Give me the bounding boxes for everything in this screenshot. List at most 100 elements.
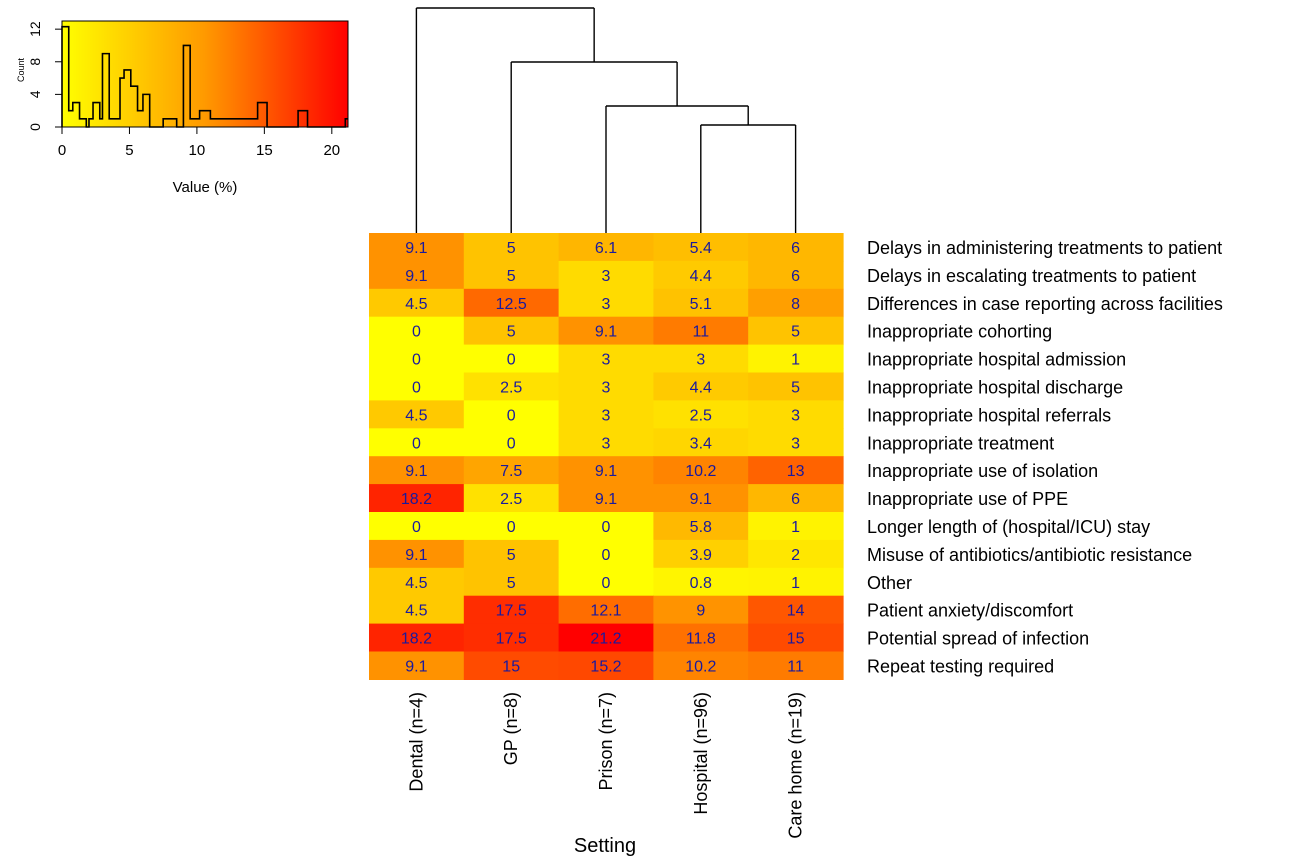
cell-value-label: 11 [787,658,804,675]
heatmap-cell [558,595,654,625]
heatmap-cell [653,651,749,680]
color-key-xlabel: Value (%) [173,179,238,196]
cell-value-label: 2.5 [500,491,522,508]
cell-value-label: 3.9 [690,547,712,564]
cell-value-label: 3 [602,268,611,285]
color-key: 0 5 10 15 20 Value (%) 0 4 8 12 Count [16,20,349,196]
row-label: Inappropriate hospital admission [867,350,1126,370]
heatmap-cell [369,651,465,680]
heatmap-cell [653,233,749,262]
cell-value-label: 5 [507,268,516,285]
cell-value-label: 3 [791,435,800,452]
heatmap-cell [369,400,465,429]
color-key-ylabel: Count [16,58,26,83]
heatmap-cell [748,539,844,569]
heatmap-cell [558,428,654,457]
heatmap-cell [653,372,749,401]
cell-value-label: 1 [791,575,800,592]
cell-value-label: 9.1 [595,491,617,508]
row-label: Inappropriate hospital discharge [867,377,1123,397]
cell-value-label: 2.5 [500,379,522,396]
cell-value-label: 5 [507,240,516,257]
heatmap-cell [369,260,465,290]
cell-value-label: 3 [791,407,800,424]
heatmap-cell [369,316,465,346]
heatmap-cell [463,344,560,374]
heatmap-cell [558,567,654,597]
cell-value-label: 9.1 [405,268,427,285]
heatmap-cell [463,288,560,318]
row-label: Inappropriate use of PPE [867,489,1068,509]
row-label: Inappropriate use of isolation [867,461,1098,481]
heatmap-cell [653,260,749,290]
cell-value-label: 0 [412,379,421,396]
cell-value-label: 12.1 [590,603,621,620]
heatmap-cell [369,539,465,569]
cell-value-label: 3 [602,352,611,369]
heatmap-cell [558,400,654,429]
cell-value-label: 15 [787,631,805,648]
heatmap-cell [369,428,465,457]
cell-value-label: 17.5 [496,603,527,620]
cell-value-label: 3 [602,379,611,396]
heatmap-cell [748,623,844,653]
cell-value-label: 9 [696,603,705,620]
heatmap-cell [558,233,654,262]
cell-value-label: 5 [507,575,516,592]
heatmap-cell [748,233,844,262]
cell-value-label: 4.5 [405,296,427,313]
row-label: Inappropriate cohorting [867,322,1052,342]
cell-value-label: 9.1 [405,547,427,564]
heatmap-cell [653,288,749,318]
cell-value-label: 11.8 [686,631,716,648]
heatmap-cell [463,400,560,429]
cell-value-label: 4.5 [405,407,427,424]
cell-value-label: 15.2 [590,658,621,675]
row-label: Differences in case reporting across fac… [867,294,1223,314]
cell-value-label: 9.1 [405,658,427,675]
heatmap-cell [369,623,465,653]
heatmap-cells: 9.1 5 6.1 5.4 69.1 5 3 4.4 64.5 12.5 3 5.1 80 5 9.1 11 5… [369,233,844,680]
heatmap-cell [463,567,560,597]
heatmap-cell [748,651,844,680]
heatmap-cell [653,344,749,374]
cell-value-label: 17.5 [496,631,527,648]
cell-value-label: 15 [502,658,520,675]
row-label: Misuse of antibiotics/antibiotic resista… [867,545,1192,565]
heatmap-cell [369,512,465,541]
cell-value-label: 0 [507,407,516,424]
row-label: Inappropriate treatment [867,433,1054,453]
cell-value-label: 0 [507,435,516,452]
heatmap-cell [558,539,654,569]
heatmap-cell [558,344,654,374]
cell-value-label: 0 [412,352,421,369]
cell-value-label: 21.2 [590,631,621,648]
heatmap-cell [558,260,654,290]
cell-value-label: 3.4 [690,435,712,452]
column-label: Hospital (n=96) [691,692,711,815]
row-labels: Delays in administering treatments to pa… [867,238,1223,677]
heatmap-cell [369,372,465,401]
cell-value-label: 0.8 [690,575,712,592]
cell-value-label: 6 [791,240,800,257]
heatmap-cell [463,316,560,346]
y-tick-label: 0 [27,123,43,131]
heatmap-cell [369,233,465,262]
heatmap-cell [748,260,844,290]
cell-value-label: 5.4 [690,240,712,257]
cell-value-label: 18.2 [401,631,432,648]
cell-value-label: 9.1 [405,240,427,257]
cell-value-label: 6 [791,491,800,508]
cell-value-label: 0 [507,519,516,536]
heatmap-cell [653,623,749,653]
cell-value-label: 1 [791,519,800,536]
heatmap-cell [748,316,844,346]
heatmap-cell [653,428,749,457]
cell-value-label: 6.1 [595,240,617,257]
color-key-histogram [61,25,348,128]
cell-value-label: 10.2 [685,463,716,480]
heatmap-cell [748,372,844,401]
cell-value-label: 9.1 [595,463,617,480]
cell-value-label: 3 [696,352,705,369]
